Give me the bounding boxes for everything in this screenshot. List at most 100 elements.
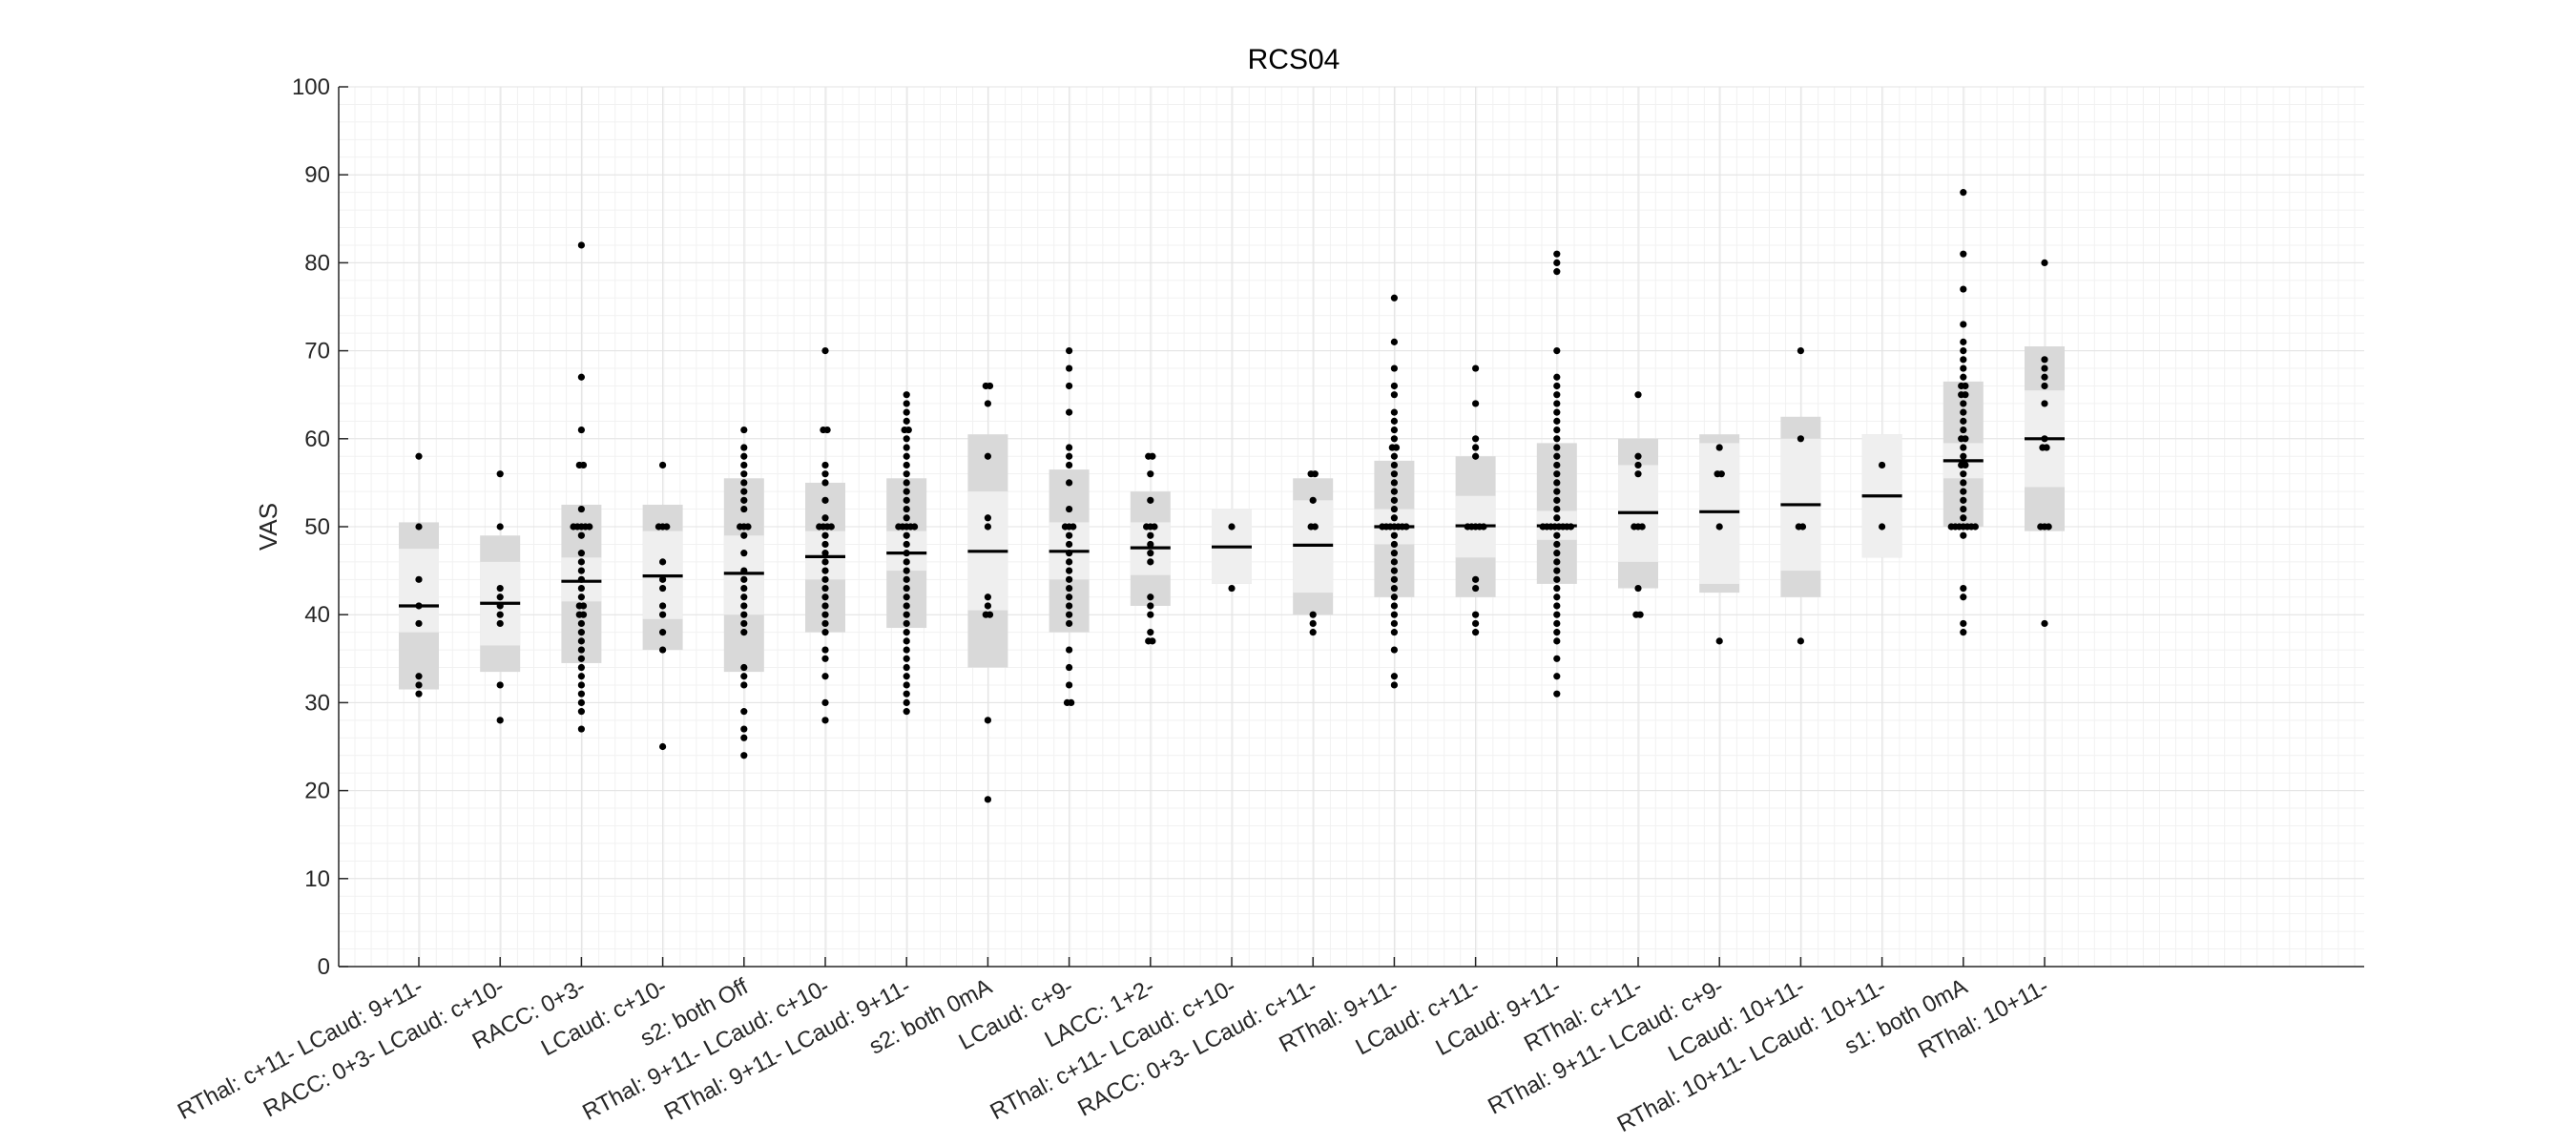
data-point [415, 690, 423, 697]
data-point [740, 663, 748, 672]
data-point [577, 725, 586, 733]
data-point [1151, 523, 1158, 531]
data-point [821, 584, 829, 593]
data-point [1553, 452, 1561, 460]
data-point [2041, 400, 2048, 407]
data-point [823, 426, 831, 434]
data-point [1066, 479, 1073, 487]
data-point [1147, 550, 1154, 557]
data-point [1634, 470, 1642, 478]
data-point [903, 663, 910, 672]
data-point [1390, 479, 1398, 487]
data-point [1960, 470, 1967, 478]
data-point [1311, 470, 1319, 478]
data-point [1553, 496, 1561, 504]
y-axis-title: VAS [254, 503, 282, 551]
data-point [821, 567, 829, 574]
data-point [1066, 602, 1073, 610]
data-point [1798, 523, 1807, 531]
data-point [1553, 400, 1561, 407]
data-point [577, 681, 586, 689]
data-point [2041, 373, 2048, 381]
data-point [1553, 435, 1561, 443]
data-point [1553, 550, 1561, 557]
data-point [821, 540, 829, 549]
data-point [1879, 461, 1886, 469]
data-point [659, 611, 667, 618]
data-point [903, 514, 910, 522]
ci-band [1699, 443, 1740, 584]
data-point [2041, 435, 2048, 443]
data-point [1066, 558, 1073, 566]
data-point [1472, 584, 1480, 593]
data-point [1553, 567, 1561, 574]
data-point [740, 479, 748, 487]
data-point [496, 681, 504, 689]
data-point [1553, 514, 1561, 522]
data-point [903, 400, 910, 407]
data-point [2045, 523, 2052, 531]
data-point [415, 673, 423, 680]
data-point [903, 417, 910, 425]
data-point [1402, 523, 1410, 531]
data-point [1066, 681, 1073, 689]
data-point [1553, 259, 1561, 266]
data-point [496, 470, 504, 478]
data-point [1390, 408, 1398, 416]
data-point [1879, 523, 1886, 531]
data-point [577, 708, 586, 716]
data-point [1472, 444, 1480, 451]
data-point [986, 611, 994, 618]
data-point [1480, 523, 1487, 531]
data-point [1638, 523, 1646, 531]
data-point [1390, 673, 1398, 680]
data-point [740, 550, 748, 557]
data-point [1472, 435, 1480, 443]
data-point [659, 742, 667, 751]
data-point [903, 646, 910, 654]
data-point [1553, 611, 1561, 618]
data-point [903, 673, 910, 680]
data-point [577, 241, 586, 249]
data-point [1960, 488, 1967, 495]
data-point [1066, 619, 1073, 628]
data-point [1634, 391, 1642, 399]
y-tick-label: 90 [304, 162, 330, 188]
data-point [984, 602, 991, 610]
data-point [1147, 470, 1154, 478]
data-point [1066, 408, 1073, 416]
data-point [1960, 505, 1967, 513]
data-point [1147, 602, 1154, 610]
data-point [496, 593, 504, 601]
data-point [1309, 619, 1317, 628]
y-tick-label: 70 [304, 339, 330, 364]
data-point [577, 637, 586, 645]
data-point [903, 558, 910, 566]
data-point [740, 725, 748, 733]
data-point [1390, 575, 1398, 583]
data-point [1960, 444, 1967, 451]
ci-band [399, 549, 439, 633]
data-point [1962, 435, 1969, 443]
data-point [1390, 540, 1398, 549]
data-point [1472, 452, 1480, 460]
data-point [1390, 567, 1398, 574]
data-point [1390, 294, 1398, 302]
data-point [1960, 584, 1967, 593]
data-point [1066, 461, 1073, 469]
data-point [740, 629, 748, 636]
data-point [1553, 505, 1561, 513]
data-point [984, 796, 991, 803]
data-point [2041, 259, 2048, 266]
y-tick-label: 40 [304, 602, 330, 628]
data-point [903, 470, 910, 478]
data-point [1634, 461, 1642, 469]
data-point [740, 584, 748, 593]
data-point [821, 514, 829, 522]
data-point [577, 698, 586, 707]
data-point [1553, 488, 1561, 495]
data-point [1147, 540, 1154, 549]
data-point [1070, 523, 1077, 531]
data-point [577, 663, 586, 672]
